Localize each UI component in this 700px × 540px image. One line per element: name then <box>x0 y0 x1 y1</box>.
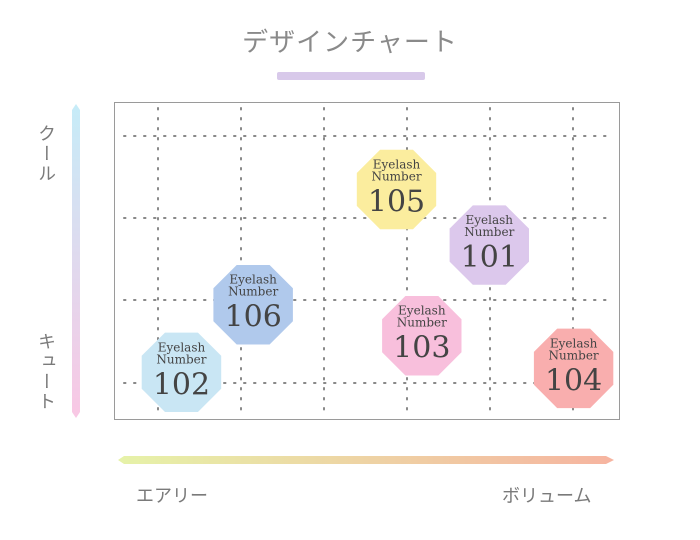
point-label-top: Eyelash <box>229 273 277 287</box>
chart-title: デザインチャート <box>242 28 458 58</box>
point-label-mid: Number <box>549 348 599 362</box>
point-badge-shape <box>449 205 529 285</box>
point-label-top: Eyelash <box>373 157 421 171</box>
point-number: 105 <box>368 184 425 219</box>
x-axis-left-label: エアリー <box>136 486 208 507</box>
point-badge-shape <box>356 149 437 230</box>
title-underline <box>277 72 425 80</box>
point-label-mid: Number <box>371 169 421 183</box>
point-label-top: Eyelash <box>550 336 598 350</box>
point-badge-shape <box>382 296 462 376</box>
point-number: 106 <box>225 300 282 335</box>
data-points: EyelashNumber105EyelashNumber101EyelashN… <box>141 149 614 412</box>
point-badge-shape <box>533 328 614 409</box>
point-label-top: Eyelash <box>158 340 206 354</box>
point-number: 103 <box>393 331 450 366</box>
x-axis-arrow <box>118 456 614 464</box>
y-axis-bottom-label: キュート <box>35 332 56 412</box>
axis-arrows <box>72 104 614 464</box>
point-badge-shape <box>141 332 222 412</box>
point-number: 102 <box>153 367 210 402</box>
point-label-mid: Number <box>464 225 514 239</box>
point-label-mid: Number <box>156 352 206 366</box>
point-label-mid: Number <box>228 285 278 299</box>
point-number: 104 <box>545 363 602 398</box>
point-number: 101 <box>461 240 518 275</box>
plot-frame <box>114 102 620 420</box>
y-axis-top-label: クール <box>35 124 56 184</box>
point-label-mid: Number <box>397 316 447 330</box>
point-label-top: Eyelash <box>466 213 514 227</box>
point-label-top: Eyelash <box>398 304 446 318</box>
point-badge-shape <box>213 265 293 345</box>
x-axis-right-label: ボリューム <box>502 486 592 507</box>
y-axis-arrow <box>72 104 80 418</box>
